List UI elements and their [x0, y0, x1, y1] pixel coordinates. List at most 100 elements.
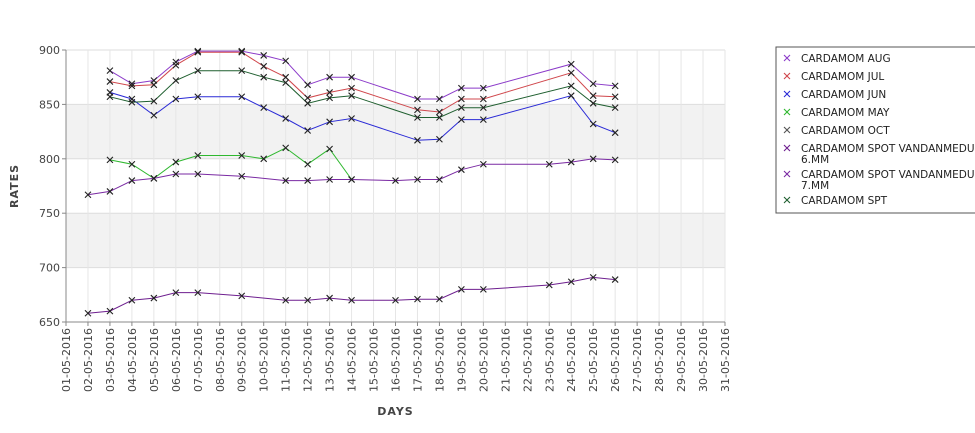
y-tick-labels: 650 700 750 800 850 900 [39, 44, 66, 329]
data-point-stroke [150, 174, 158, 182]
data-point-stroke [260, 73, 268, 81]
data-point-stroke [783, 196, 791, 204]
x-tick-label: 26-05-2016 [609, 328, 622, 392]
y-axis-title: RATES [8, 164, 21, 208]
y-tick-label: 900 [39, 44, 60, 57]
data-point [589, 80, 597, 88]
data-point [567, 158, 575, 166]
x-tick-label: 11-05-2016 [280, 328, 293, 392]
x-tick-label: 21-05-2016 [499, 328, 512, 392]
data-point-stroke [282, 115, 290, 122]
data-point-stroke [436, 108, 443, 116]
x-tick-label: 13-05-2016 [324, 328, 337, 392]
x-tick-label: 24-05-2016 [565, 328, 578, 392]
x-tick-label: 28-05-2016 [653, 328, 666, 392]
data-point [479, 95, 487, 103]
data-point-stroke [589, 155, 597, 163]
data-point [150, 294, 158, 302]
x-tick-label: 07-05-2016 [192, 328, 205, 392]
data-point-stroke [611, 93, 619, 101]
data-point [611, 129, 619, 137]
data-point [128, 177, 136, 184]
x-tick-label: 04-05-2016 [126, 328, 139, 392]
legend-label-line2: 7.MM [801, 180, 829, 192]
data-point-stroke [567, 60, 575, 68]
data-point-stroke [128, 296, 136, 304]
y-tick-label: 650 [39, 316, 60, 329]
x-tick-label: 09-05-2016 [236, 328, 249, 392]
series-line [109, 50, 616, 100]
series-line [87, 276, 616, 314]
data-point-stroke [238, 292, 246, 300]
data-point [260, 62, 268, 70]
data-point [282, 144, 290, 152]
data-point-stroke [458, 285, 465, 293]
x-axis-title: DAYS [377, 405, 413, 418]
data-point [783, 196, 791, 204]
data-point [260, 155, 268, 163]
data-point [589, 155, 597, 163]
data-point-stroke [458, 95, 465, 103]
data-point-stroke [172, 170, 180, 178]
data-point [414, 176, 421, 183]
data-point [326, 176, 333, 183]
series-line [109, 51, 616, 113]
x-tick-label: 22-05-2016 [521, 328, 534, 392]
legend-item: CARDAMOM JUN [783, 89, 886, 101]
data-point-stroke [304, 99, 312, 107]
data-point-stroke [414, 136, 421, 144]
data-point [128, 80, 136, 88]
data-point-stroke [282, 144, 290, 152]
legend-item: CARDAMOM AUG [783, 53, 891, 65]
data-point-stroke [106, 156, 114, 164]
x-tick-label: 29-05-2016 [675, 328, 688, 392]
data-point [238, 47, 246, 55]
data-point [414, 95, 421, 103]
data-point-stroke [414, 95, 421, 103]
legend-item: CARDAMOM MAY [783, 107, 890, 119]
data-point-stroke [589, 120, 597, 128]
data-point [567, 60, 575, 68]
data-point [348, 115, 355, 122]
data-point-stroke [106, 188, 114, 195]
data-point [238, 152, 246, 159]
data-point [326, 145, 333, 153]
data-point [589, 120, 597, 128]
data-point [304, 160, 312, 168]
data-point [611, 276, 619, 283]
x-tick-label: 31-05-2016 [719, 328, 732, 392]
data-point-stroke [414, 106, 421, 114]
data-point-stroke [260, 104, 268, 112]
data-point [304, 127, 312, 134]
data-point [348, 92, 355, 100]
data-point-stroke [783, 54, 791, 62]
data-point-stroke [436, 295, 443, 303]
x-tick-label: 17-05-2016 [411, 328, 424, 392]
data-point-stroke [479, 95, 487, 103]
data-point-stroke [106, 307, 114, 315]
data-point [128, 296, 136, 304]
series-line [109, 70, 616, 118]
data-point [611, 93, 619, 101]
data-point-stroke [282, 73, 290, 81]
data-point [414, 114, 421, 121]
data-point-stroke [106, 67, 114, 75]
data-point-stroke [567, 92, 575, 100]
data-point-stroke [172, 77, 180, 84]
data-point-stroke [611, 156, 619, 164]
data-point-stroke [567, 82, 575, 90]
data-point [194, 67, 202, 75]
legend-label: CARDAMOM MAY [801, 107, 890, 119]
data-point-stroke [194, 289, 202, 297]
data-point-stroke [348, 296, 355, 304]
data-point-stroke [238, 152, 246, 159]
data-point-stroke [260, 52, 268, 59]
legend-label: CARDAMOM SPOT VANDANMEDU [801, 143, 975, 155]
data-point-stroke [172, 95, 180, 103]
data-point [567, 69, 575, 77]
data-point-stroke [150, 97, 158, 105]
data-point [479, 104, 487, 112]
x-tick-label: 10-05-2016 [258, 328, 271, 392]
